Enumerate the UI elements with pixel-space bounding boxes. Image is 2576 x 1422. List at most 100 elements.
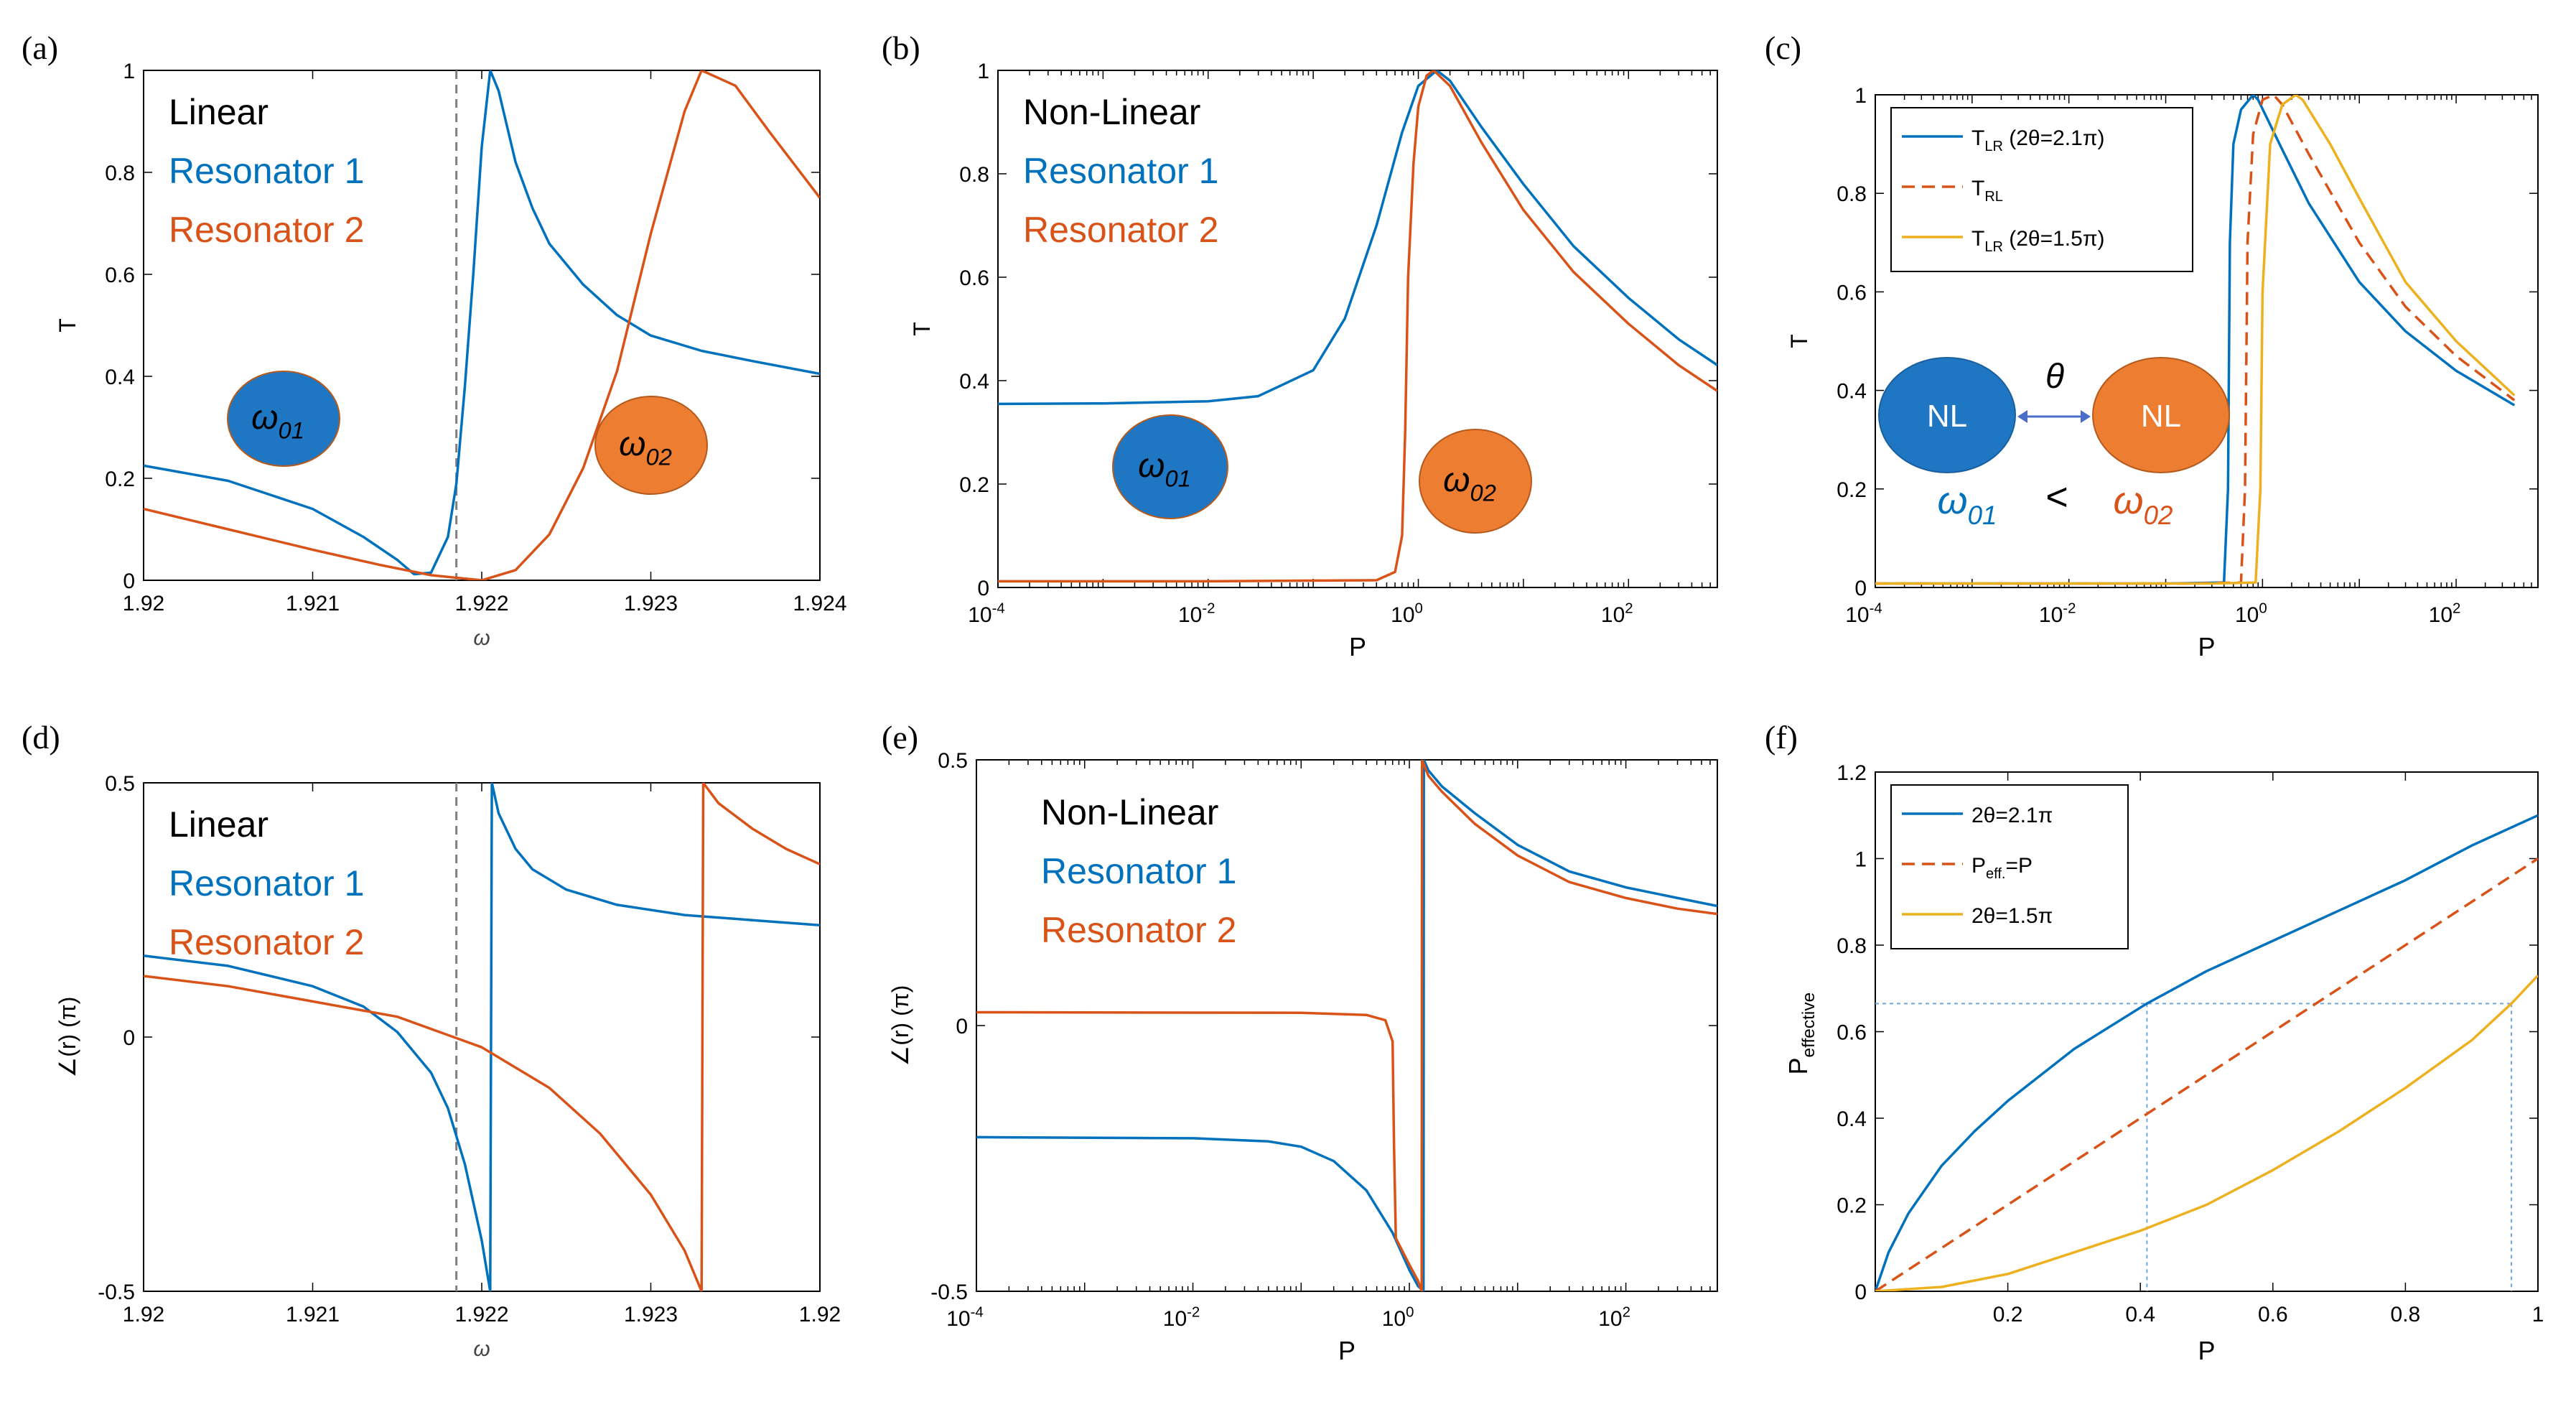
x-axis-label: P — [2198, 1336, 2215, 1365]
y-tick-label: 0.2 — [959, 473, 989, 497]
nl-node-label: NL — [1927, 399, 1967, 434]
panel-e: (e) 10-4 10-2 100 102 -0.5 0 0.5 P ∠(r) (π) Non-Li… — [882, 719, 1718, 1365]
inequality-omega1: ω01 — [1938, 479, 1997, 530]
series-line-3 — [1875, 95, 2516, 585]
inequality-omega2: ω02 — [2114, 479, 2173, 530]
y-tick-label: 0 — [1854, 577, 1867, 600]
y-axis-label: Peffective — [1783, 993, 1819, 1075]
x-tick-label: 100 — [1391, 600, 1423, 627]
inequality-sign: < — [2045, 475, 2068, 519]
axes-box — [1875, 94, 2539, 588]
legend-text-3: Resonator 2 — [169, 210, 364, 250]
legend-box — [1890, 107, 2193, 272]
x-tick-label: 1.92 — [123, 592, 164, 615]
resonator-circle-2 — [1419, 429, 1532, 534]
x-tick-label: 10-2 — [1163, 1304, 1200, 1331]
y-axis-label: ∠(r) (π) — [887, 985, 913, 1066]
x-tick-label: 102 — [1598, 1304, 1630, 1331]
y-tick-label: 0.4 — [959, 370, 989, 394]
y-tick-label: 0.4 — [105, 366, 135, 389]
y-tick-label: 0.4 — [1837, 380, 1867, 404]
series-line-2 — [998, 70, 1717, 583]
x-tick-label: 1.921 — [286, 1303, 340, 1326]
nl-node-label: NL — [2141, 399, 2181, 434]
resonator-label-1: ω01 — [251, 399, 304, 443]
y-tick-label: 0.6 — [1837, 281, 1867, 305]
legend-text-3: Resonator 2 — [1023, 210, 1218, 250]
legend-text-1: Non-Linear — [1023, 92, 1200, 132]
plot-area — [144, 783, 820, 1291]
y-tick-label: 1.2 — [1837, 761, 1867, 785]
coupling-arrowhead — [2017, 410, 2027, 423]
x-tick-label: 0.4 — [2125, 1303, 2155, 1326]
series-line-1 — [1875, 814, 2538, 1291]
y-tick-label: 0.4 — [1837, 1107, 1867, 1131]
series-line-1 — [144, 783, 820, 1291]
y-tick-label: 0.6 — [959, 266, 989, 290]
resonator-circle-1 — [1112, 414, 1228, 519]
x-tick-label: 10-4 — [946, 1304, 984, 1331]
y-tick-label: 0 — [123, 570, 135, 593]
panel-b: (b) 10-4 10-2 100 102 0 0.2 0.4 0.6 0.8 1 P T Non-Lin… — [882, 29, 1718, 661]
x-tick-label: 102 — [2429, 600, 2461, 627]
panel-d: (d)1.92 1.921 1.922 1.923 1.92-0.500.5ω∠(r) … — [22, 719, 841, 1361]
series-line-2 — [144, 783, 820, 1291]
x-tick-label: 1.924 — [793, 592, 846, 615]
legend-text-2: Resonator 1 — [1023, 151, 1218, 191]
panel-a: (a) 1.92 1.921 1.922 1.923 1.924 0 0.2 0.4 0.6 0.8… — [22, 29, 847, 650]
y-tick-label: -0.5 — [98, 1281, 135, 1304]
y-tick-label: 0 — [977, 577, 989, 600]
y-axis-label: T — [909, 322, 935, 336]
y-tick-label: 1 — [1854, 848, 1867, 872]
legend-text-2: Resonator 1 — [169, 863, 364, 903]
series-line-3 — [1875, 974, 2538, 1291]
resonator-circle-2 — [594, 396, 708, 495]
x-tick-label: 1.923 — [624, 592, 678, 615]
panel-label: (e) — [882, 719, 918, 756]
y-axis-label: ∠(r) (π) — [55, 997, 80, 1078]
nl-node-2 — [2092, 357, 2230, 473]
resonator-label-2: ω02 — [619, 425, 672, 470]
x-tick-label: 1 — [2532, 1303, 2544, 1326]
panel-label: (a) — [22, 29, 58, 66]
legend-label-1: TLR (2θ=2.1π) — [1971, 126, 2105, 154]
x-tick-label: 1.92 — [123, 1303, 164, 1326]
series-line-2 — [1875, 858, 2538, 1291]
y-tick-label: 0 — [956, 1015, 968, 1038]
plot-area — [976, 760, 1717, 1291]
legend-text-2: Resonator 1 — [1041, 851, 1236, 891]
series-line-1 — [998, 70, 1717, 406]
panel-label: (d) — [22, 719, 60, 756]
coupling-arrowhead — [2081, 410, 2091, 423]
axes-box — [976, 759, 1718, 1292]
y-axis-label: T — [55, 318, 80, 333]
x-tick-label: 0.6 — [2258, 1303, 2288, 1326]
y-tick-label: 0.5 — [938, 749, 968, 773]
x-tick-label: 1.923 — [624, 1303, 678, 1326]
legend-text-2: Resonator 1 — [169, 151, 364, 191]
legend-box — [1890, 784, 2129, 949]
resonator-circle-1 — [227, 371, 340, 467]
y-tick-label: 0.2 — [1837, 478, 1867, 502]
legend-label-3: 2θ=1.5π — [1971, 904, 2053, 928]
y-tick-label: 0.2 — [1837, 1194, 1867, 1218]
panel-label: (c) — [1765, 29, 1801, 66]
x-tick-label: 1.921 — [286, 592, 340, 615]
y-tick-label: 0 — [123, 1026, 135, 1050]
x-axis-label: P — [1349, 632, 1366, 661]
legend-label-2: TRL — [1971, 177, 2003, 205]
series-line-1 — [144, 70, 820, 576]
panel-label: (b) — [882, 29, 920, 66]
plot-area — [144, 70, 820, 580]
panel-c: (c) 10-4 10-2 100 102 0 0.2 0.4 0.6 0.8 1 P T TLR (2θ… — [1765, 29, 2539, 661]
nl-node-1 — [1878, 357, 2016, 473]
series-line-2 — [1875, 95, 2516, 585]
y-tick-label: 0.8 — [959, 163, 989, 187]
x-tick-label: 0.8 — [2391, 1303, 2421, 1326]
x-tick-label: 10-4 — [1845, 600, 1882, 627]
plot-area — [1875, 814, 2538, 1291]
x-tick-label: 10-4 — [968, 600, 1005, 627]
axes-box — [997, 70, 1718, 588]
legend-text-3: Resonator 2 — [169, 922, 364, 962]
